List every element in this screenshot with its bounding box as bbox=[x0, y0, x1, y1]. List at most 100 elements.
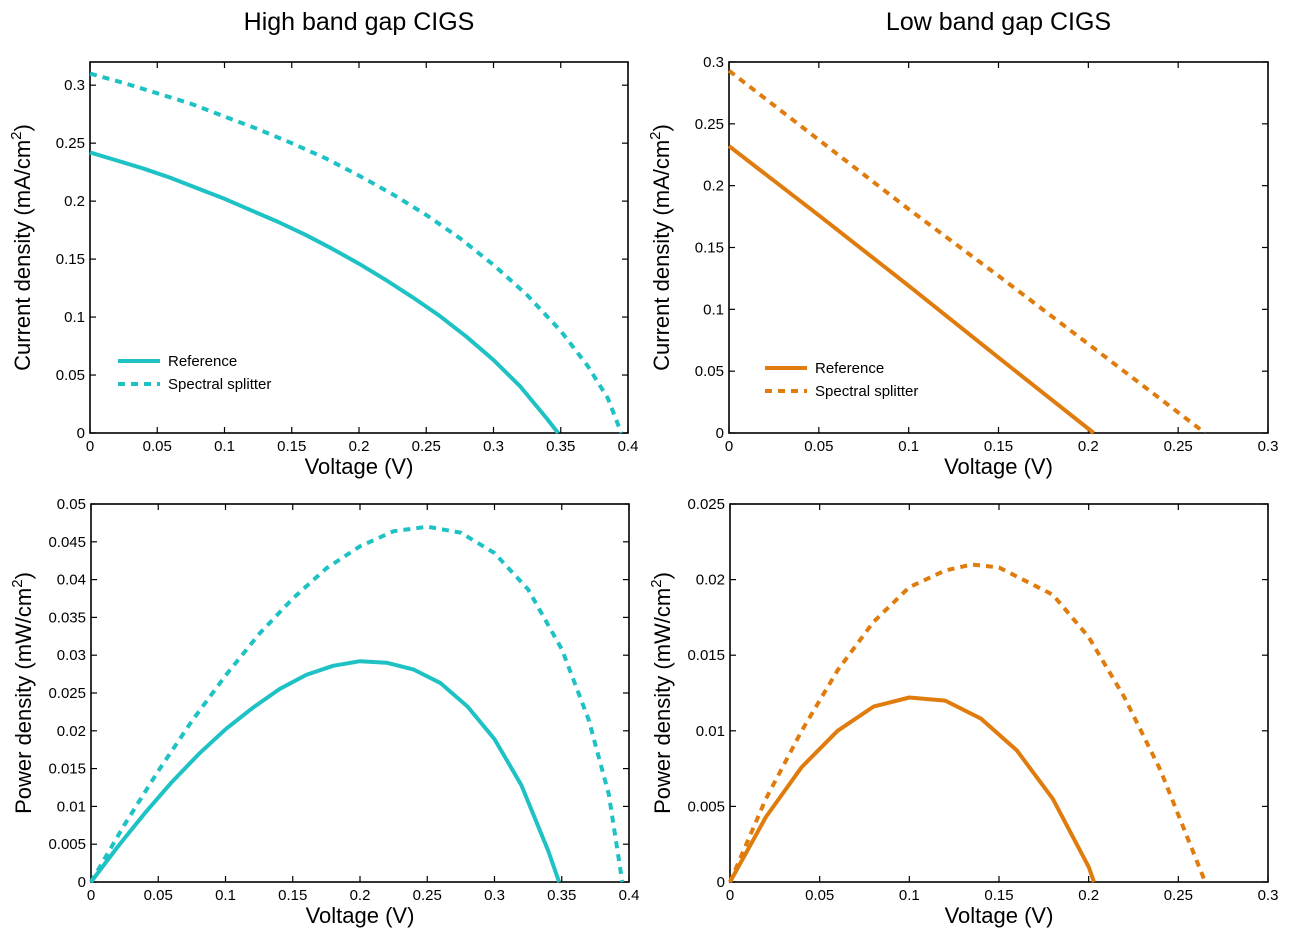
y-tick-label: 0 bbox=[78, 874, 86, 891]
y-axis-label-main: Current density (mA/cm bbox=[10, 140, 35, 371]
x-tick-label: 0.15 bbox=[278, 887, 307, 904]
y-axis-label: Power density (mW/cm2) bbox=[9, 572, 36, 814]
y-tick-label: 0.1 bbox=[703, 301, 724, 318]
x-tick-label: 0.05 bbox=[805, 887, 834, 904]
x-tick-label: 0 bbox=[86, 438, 94, 455]
y-tick-label: 0.3 bbox=[703, 54, 724, 71]
x-tick-label: 0.25 bbox=[412, 438, 441, 455]
y-tick-label: 0.02 bbox=[57, 723, 86, 740]
y-tick-label: 0.1 bbox=[64, 309, 85, 326]
x-tick-label: 0.1 bbox=[899, 887, 920, 904]
y-axis-label-close: ) bbox=[11, 572, 36, 579]
x-tick-label: 0.05 bbox=[804, 438, 833, 455]
y-tick-label: 0.05 bbox=[56, 367, 85, 384]
x-tick-label: 0.35 bbox=[546, 438, 575, 455]
y-axis-label-main: Power density (mW/cm bbox=[11, 588, 36, 814]
y-tick-label: 0.015 bbox=[687, 647, 725, 664]
y-tick-label: 0.01 bbox=[696, 723, 725, 740]
y-tick-label: 0 bbox=[716, 425, 724, 442]
series-line-reference bbox=[90, 152, 558, 433]
series-line-reference bbox=[91, 661, 559, 882]
y-axis-label-main: Current density (mA/cm bbox=[649, 140, 674, 371]
x-tick-label: 0.2 bbox=[349, 438, 370, 455]
series-line-spectral-splitter bbox=[730, 565, 1205, 883]
x-tick-label: 0.4 bbox=[619, 887, 640, 904]
x-tick-label: 0.05 bbox=[143, 438, 172, 455]
x-axis-label: Voltage (V) bbox=[944, 454, 1053, 479]
legend-label: Reference bbox=[815, 360, 884, 377]
x-tick-label: 0.15 bbox=[277, 438, 306, 455]
chart-panel-3: 0 0.05 0.1 0.15 0.2 0.25 0.3 0.35 0.4 0 0.005 0.01 0… bbox=[9, 496, 639, 928]
y-tick-label: 0.05 bbox=[57, 496, 86, 513]
x-tick-label: 0.3 bbox=[484, 887, 505, 904]
plot-frame bbox=[730, 504, 1268, 882]
y-axis-label-sup: 2 bbox=[9, 579, 26, 587]
x-tick-label: 0.1 bbox=[214, 438, 235, 455]
chart-title: High band gap CIGS bbox=[244, 8, 475, 36]
y-axis-label-close: ) bbox=[650, 572, 675, 579]
y-axis-label-sup: 2 bbox=[647, 131, 664, 139]
x-tick-label: 0.25 bbox=[1164, 887, 1193, 904]
series-line-spectral-splitter bbox=[91, 527, 622, 882]
x-tick-label: 0.3 bbox=[1258, 438, 1279, 455]
legend-label: Reference bbox=[168, 353, 237, 370]
x-tick-label: 0 bbox=[725, 438, 733, 455]
legend: Reference Spectral splitter bbox=[118, 353, 271, 393]
y-axis-label-main: Power density (mW/cm bbox=[650, 588, 675, 814]
x-tick-label: 0 bbox=[726, 887, 734, 904]
chart-title: Low band gap CIGS bbox=[886, 8, 1111, 36]
x-axis-label: Voltage (V) bbox=[306, 903, 415, 928]
y-tick-label: 0.035 bbox=[48, 609, 86, 626]
y-tick-label: 0.05 bbox=[695, 363, 724, 380]
y-tick-label: 0 bbox=[717, 874, 725, 891]
y-tick-label: 0.005 bbox=[687, 798, 725, 815]
x-tick-label: 0.25 bbox=[1164, 438, 1193, 455]
y-axis-label-sup: 2 bbox=[648, 579, 665, 587]
y-tick-label: 0 bbox=[77, 425, 85, 442]
x-axis-label: Voltage (V) bbox=[305, 454, 414, 479]
plot-frame bbox=[91, 504, 629, 882]
series-line-reference bbox=[730, 698, 1094, 883]
y-tick-label: 0.2 bbox=[703, 178, 724, 195]
y-tick-label: 0.3 bbox=[64, 77, 85, 94]
y-tick-label: 0.045 bbox=[48, 534, 86, 551]
y-tick-label: 0.04 bbox=[57, 572, 86, 589]
x-tick-label: 0 bbox=[87, 887, 95, 904]
legend: Reference Spectral splitter bbox=[765, 360, 918, 400]
y-axis-label: Power density (mW/cm2) bbox=[648, 572, 675, 814]
chart-panel-1: 0 0.05 0.1 0.15 0.2 0.25 0.3 0.35 0.4 0 0.05 0.1 0.1… bbox=[8, 8, 638, 479]
y-tick-label: 0.025 bbox=[687, 496, 725, 513]
x-tick-label: 0.25 bbox=[413, 887, 442, 904]
legend-label: Spectral splitter bbox=[815, 383, 918, 400]
series-line-spectral-splitter bbox=[729, 71, 1205, 433]
x-tick-label: 0.1 bbox=[898, 438, 919, 455]
x-tick-label: 0.1 bbox=[215, 887, 236, 904]
y-axis-label: Current density (mA/cm2) bbox=[8, 124, 35, 371]
y-tick-label: 0.015 bbox=[48, 761, 86, 778]
x-tick-label: 0.35 bbox=[547, 887, 576, 904]
y-tick-label: 0.02 bbox=[696, 572, 725, 589]
x-tick-label: 0.15 bbox=[984, 887, 1013, 904]
x-tick-label: 0.15 bbox=[984, 438, 1013, 455]
x-tick-label: 0.05 bbox=[144, 887, 173, 904]
y-tick-label: 0.25 bbox=[56, 135, 85, 152]
chart-panel-2: 0 0.05 0.1 0.15 0.2 0.25 0.3 0 0.05 0.1 0.15 0.2 0.2… bbox=[647, 8, 1278, 479]
y-tick-label: 0.01 bbox=[57, 798, 86, 815]
x-tick-label: 0.3 bbox=[483, 438, 504, 455]
x-tick-label: 0.2 bbox=[1078, 438, 1099, 455]
x-tick-label: 0.2 bbox=[350, 887, 371, 904]
chart-panel-4: 0 0.05 0.1 0.15 0.2 0.25 0.3 0 0.005 0.01 0.015 0.0… bbox=[648, 496, 1278, 928]
y-tick-label: 0.03 bbox=[57, 647, 86, 664]
legend-label: Spectral splitter bbox=[168, 376, 271, 393]
y-axis-label: Current density (mA/cm2) bbox=[647, 124, 674, 371]
y-tick-label: 0.25 bbox=[695, 116, 724, 133]
y-axis-label-sup: 2 bbox=[8, 131, 25, 139]
y-axis-label-close: ) bbox=[649, 124, 674, 131]
y-axis-label-close: ) bbox=[10, 124, 35, 131]
x-tick-label: 0.2 bbox=[1078, 887, 1099, 904]
x-tick-label: 0.4 bbox=[618, 438, 639, 455]
y-tick-label: 0.005 bbox=[48, 836, 86, 853]
y-tick-label: 0.15 bbox=[695, 240, 724, 257]
x-axis-label: Voltage (V) bbox=[945, 903, 1054, 928]
